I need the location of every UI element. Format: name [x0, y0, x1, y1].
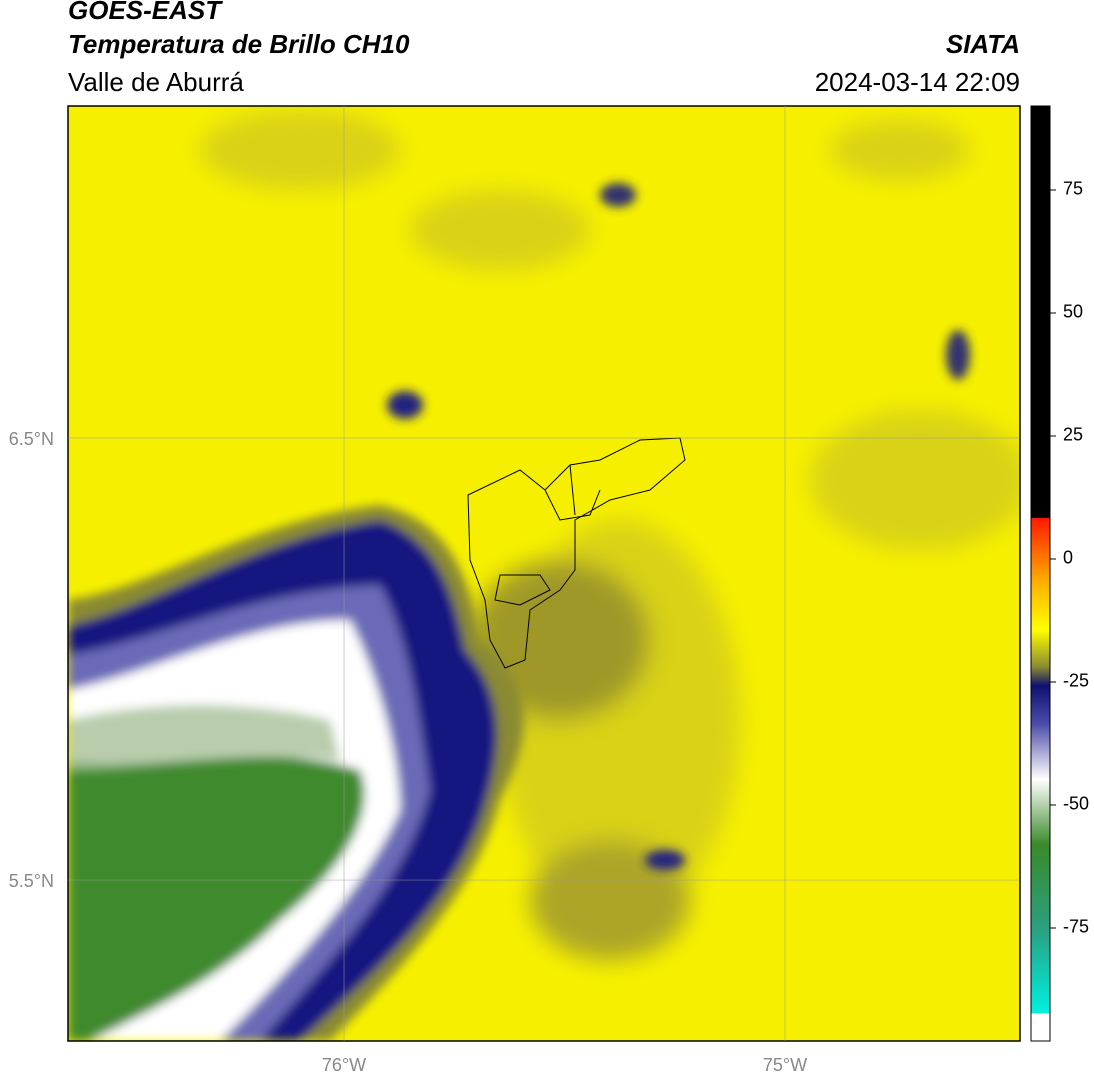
y-tick-label: 6.5°N [9, 429, 54, 449]
colorbar-tick-label: 75 [1063, 179, 1083, 199]
datetime: 2024-03-14 22:09 [815, 67, 1020, 97]
colorbar-tick-label: -25 [1063, 671, 1089, 691]
x-tick-label: 75°W [763, 1055, 807, 1075]
map-frame [67, 105, 1021, 1042]
colorbar-tick-label: 50 [1063, 302, 1083, 322]
region: Valle de Aburrá [68, 67, 244, 97]
colorbar [1030, 105, 1051, 1042]
colorbar-tick-label: 0 [1063, 548, 1073, 568]
x-tick-label: 76°W [322, 1055, 366, 1075]
colorbar-tick-label: -75 [1063, 917, 1089, 937]
source: SIATA [946, 29, 1020, 59]
subtitle: Temperatura de Brillo CH10 [68, 29, 410, 59]
colorbar-tick-label: 25 [1063, 425, 1083, 445]
colorbar-tick-label: -50 [1063, 794, 1089, 814]
y-tick-label: 5.5°N [9, 871, 54, 891]
map-image [68, 106, 1020, 1041]
title: GOES-EAST [68, 0, 223, 25]
